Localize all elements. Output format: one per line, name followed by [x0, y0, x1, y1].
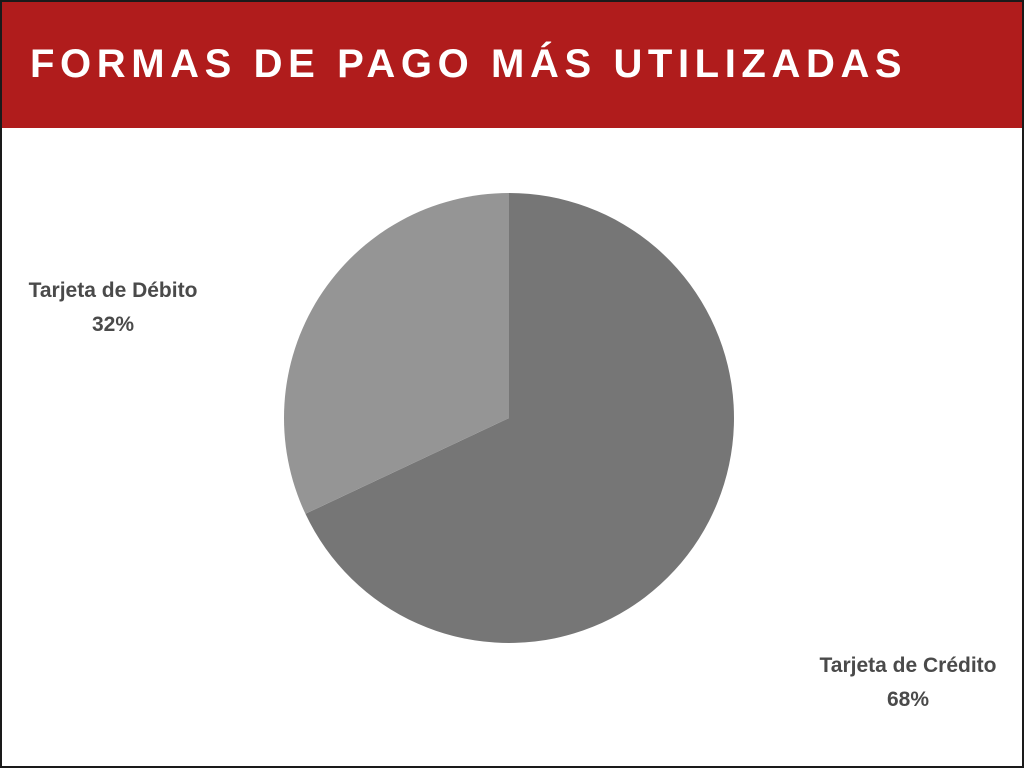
slice-value-credito: 68%: [887, 688, 929, 711]
slice-value-debito: 32%: [92, 313, 134, 336]
slice-label-credito: Tarjeta de Crédito: [820, 654, 997, 677]
pie-slices: [284, 193, 734, 643]
slice-label-debito: Tarjeta de Débito: [29, 279, 198, 302]
